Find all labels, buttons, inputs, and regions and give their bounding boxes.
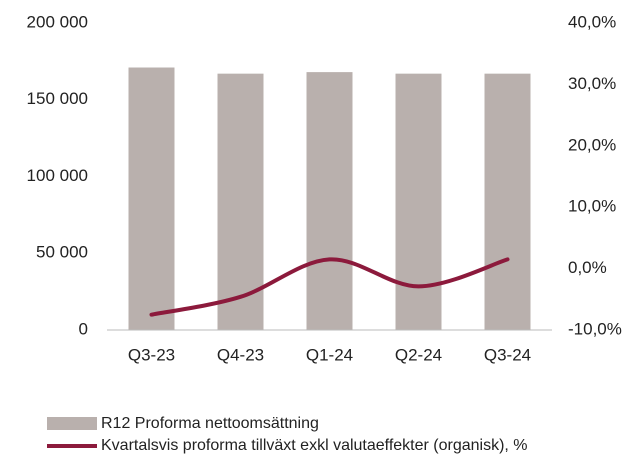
y2-tick-label: 0,0%	[568, 258, 607, 277]
y-tick-label: 50 000	[36, 243, 88, 262]
y2-tick-label: 30,0%	[568, 74, 616, 93]
bar	[217, 73, 264, 330]
y-tick-label: 0	[79, 319, 88, 338]
bar	[306, 72, 353, 331]
x-tick-label: Q3-24	[484, 345, 531, 364]
y-tick-label: 150 000	[27, 89, 88, 108]
y-tick-label: 200 000	[27, 12, 88, 31]
legend-swatch	[47, 417, 97, 430]
x-tick-label: Q1-24	[306, 345, 353, 364]
line	[149, 257, 510, 317]
x-tick-label: Q2-24	[395, 345, 442, 364]
y2-tick-label: 20,0%	[568, 135, 616, 154]
x-tick-label: Q4-23	[217, 345, 264, 364]
legend-label: R12 Proforma nettoomsättning	[101, 415, 319, 432]
y2-tick-label: 40,0%	[568, 12, 616, 31]
legend-label: Kvartalsvis proforma tillväxt exkl valut…	[101, 437, 528, 454]
bar	[484, 73, 531, 330]
y2-tick-label: 10,0%	[568, 197, 616, 216]
y-tick-label: 100 000	[27, 166, 88, 185]
x-tick-label: Q3-23	[128, 345, 175, 364]
y2-tick-label: -10,0%	[568, 319, 622, 338]
bar	[128, 67, 175, 330]
bar	[395, 73, 442, 330]
